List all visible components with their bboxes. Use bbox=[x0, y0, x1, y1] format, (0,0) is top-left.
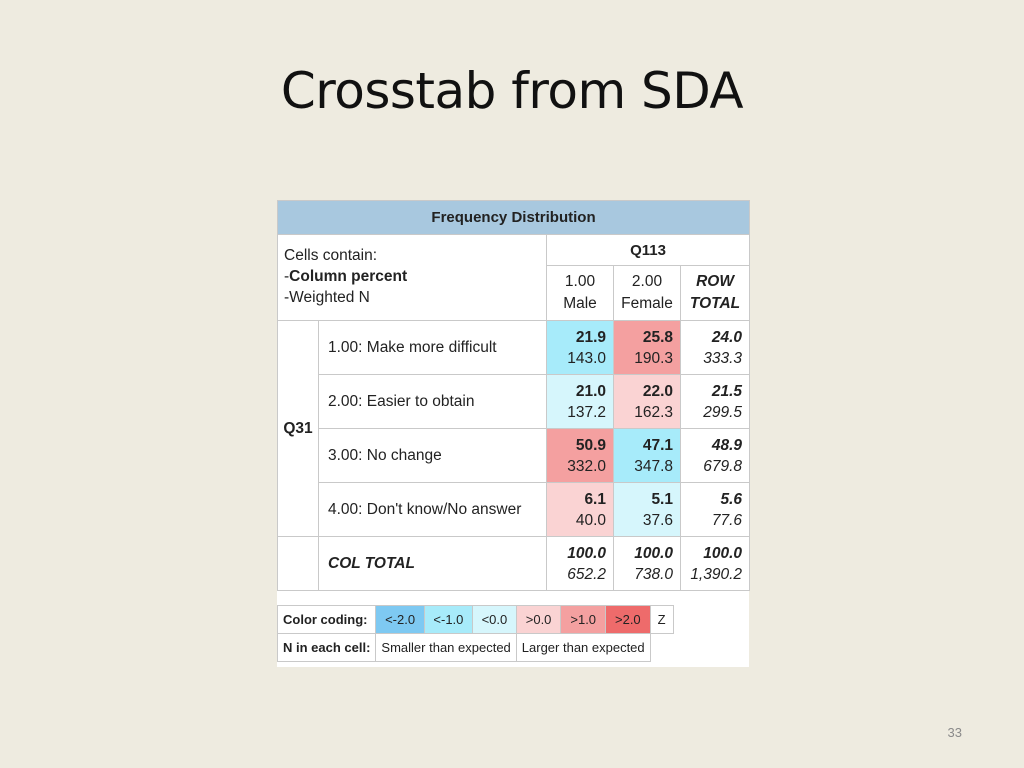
column-header-female: 2.00 Female bbox=[613, 265, 681, 321]
table-row: Q31 1.00: Make more difficult 21.9 143.0 … bbox=[277, 320, 751, 537]
n-in-each-cell-label: N in each cell: bbox=[276, 633, 377, 662]
slide-title: Crosstab from SDA bbox=[280, 62, 744, 120]
col-total-label: COL TOTAL bbox=[318, 536, 547, 591]
col-total-cell: 100.0 738.0 bbox=[613, 536, 681, 591]
row-total-cell: 24.0 333.3 bbox=[679, 320, 751, 375]
cells-contain-line1: Cells contain: bbox=[284, 247, 378, 264]
data-cell: 6.1 40.0 bbox=[546, 482, 614, 537]
grand-total-cell: 100.0 1,390.2 bbox=[679, 536, 751, 591]
table-row: 4.00: Don't know/No answer 6.1 40.0 5.1 37… bbox=[278, 482, 751, 537]
col-total-row: COL TOTAL 100.0 652.2 100.0 738.0 100.0 1,3… bbox=[277, 536, 751, 591]
cells-contain-note: Cells contain: -Column percent -Weighted… bbox=[277, 234, 547, 321]
color-legend: Color coding: <-2.0 <-1.0 <0.0 >0.0 >1.0… bbox=[276, 605, 674, 662]
table-row: 3.00: No change 50.9 332.0 47.1 347.8 48.9… bbox=[278, 428, 751, 483]
page-number: 33 bbox=[947, 725, 962, 740]
crosstab-panel: Frequency Distribution Cells contain: -C… bbox=[276, 200, 751, 667]
column-header-male: 1.00 Male bbox=[546, 265, 614, 321]
legend-swatch: >1.0 bbox=[560, 605, 607, 634]
cells-contain-line2: -Column percent bbox=[284, 268, 408, 285]
column-header-row-total: ROW TOTAL bbox=[679, 265, 751, 321]
row-total-cell: 5.6 77.6 bbox=[679, 482, 751, 537]
row-label: 1.00: Make more difficult bbox=[318, 320, 547, 375]
column-variable-label: Q113 bbox=[545, 234, 751, 266]
cells-contain-line3: -Weighted N bbox=[284, 289, 370, 306]
row-label: 2.00: Easier to obtain bbox=[318, 374, 547, 429]
data-cell: 25.8 190.3 bbox=[613, 320, 681, 375]
data-cell: 47.1 347.8 bbox=[613, 428, 681, 483]
row-total-cell: 48.9 679.8 bbox=[679, 428, 751, 483]
z-label: Z bbox=[649, 605, 674, 634]
legend-swatch: <0.0 bbox=[472, 605, 517, 634]
row-label: 3.00: No change bbox=[318, 428, 547, 483]
crosstab-table: Frequency Distribution Cells contain: -C… bbox=[276, 200, 751, 591]
legend-swatch: >0.0 bbox=[515, 605, 562, 634]
data-cell: 50.9 332.0 bbox=[546, 428, 614, 483]
data-cell: 5.1 37.6 bbox=[613, 482, 681, 537]
row-total-cell: 21.5 299.5 bbox=[679, 374, 751, 429]
color-coding-label: Color coding: bbox=[276, 605, 377, 634]
legend-swatch: <-2.0 bbox=[375, 605, 425, 634]
larger-than-expected: Larger than expected bbox=[515, 633, 651, 662]
data-cell: 22.0 162.3 bbox=[613, 374, 681, 429]
data-cell: 21.9 143.0 bbox=[546, 320, 614, 375]
smaller-than-expected: Smaller than expected bbox=[375, 633, 517, 662]
row-variable-label: Q31 bbox=[277, 320, 319, 537]
table-row: 2.00: Easier to obtain 21.0 137.2 22.0 162… bbox=[278, 374, 751, 429]
frequency-distribution-header: Frequency Distribution bbox=[276, 200, 751, 235]
legend-swatch: <-1.0 bbox=[423, 605, 474, 634]
legend-swatch: >2.0 bbox=[605, 605, 651, 634]
row-label: 4.00: Don't know/No answer bbox=[318, 482, 547, 537]
col-total-cell: 100.0 652.2 bbox=[546, 536, 614, 591]
data-cell: 21.0 137.2 bbox=[546, 374, 614, 429]
